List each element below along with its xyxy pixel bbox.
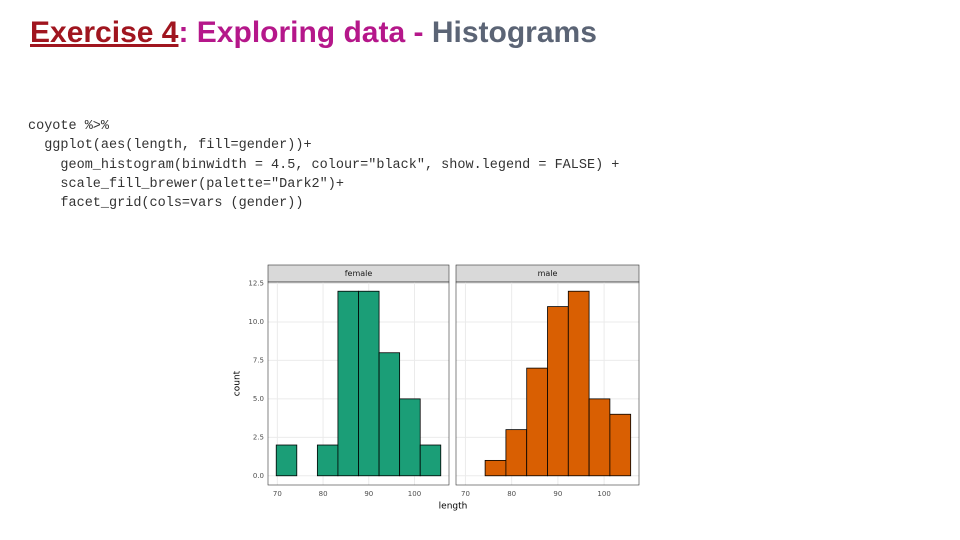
bar xyxy=(484,459,507,477)
y-tick-label: 0.0 xyxy=(253,472,264,480)
x-tick-label: 100 xyxy=(597,490,610,498)
x-tick-label: 90 xyxy=(364,490,373,498)
strip-label: male xyxy=(538,269,558,278)
bar xyxy=(275,444,298,477)
bar xyxy=(337,290,359,477)
x-tick-label: 70 xyxy=(461,490,470,498)
bar xyxy=(609,413,632,477)
bar xyxy=(526,367,548,477)
x-tick-label: 100 xyxy=(408,490,421,498)
bar xyxy=(378,352,401,477)
bar xyxy=(316,444,339,477)
x-tick-label: 80 xyxy=(319,490,328,498)
y-axis-label: count xyxy=(233,370,243,396)
bar xyxy=(399,398,421,477)
title-part: Histograms xyxy=(431,16,597,49)
x-tick-label: 70 xyxy=(273,490,282,498)
code-line: ggplot(aes(length, fill=gender))+ xyxy=(28,138,312,154)
bar xyxy=(505,429,528,477)
code-line: geom_histogram(binwidth = 4.5, colour="b… xyxy=(28,157,620,173)
x-tick-label: 90 xyxy=(553,490,562,498)
slide-title: Exercise 4: Exploring data - Histograms xyxy=(30,16,597,50)
y-tick-label: 2.5 xyxy=(253,433,264,441)
y-tick-label: 12.5 xyxy=(248,280,264,288)
panel-border xyxy=(455,281,640,486)
chart: female 0.0 2.5 5.0 7.5 10.0 12.5 70 80 90 100 male 7… xyxy=(233,264,640,512)
code-block: coyote %>% ggplot(aes(length, fill=gende… xyxy=(28,117,619,213)
y-tick-label: 7.5 xyxy=(253,356,264,364)
bar xyxy=(547,306,569,477)
y-tick-label: 5.0 xyxy=(253,395,264,403)
x-tick-label: 80 xyxy=(507,490,516,498)
code-line: facet_grid(cols=vars (gender)) xyxy=(28,196,304,212)
y-tick-label: 10.0 xyxy=(248,318,264,326)
panel-border xyxy=(267,281,450,486)
code-line: scale_fill_brewer(palette="Dark2")+ xyxy=(28,176,344,192)
title-part: : Exploring data - xyxy=(178,16,432,49)
strip-label: female xyxy=(345,269,373,278)
bar xyxy=(419,444,442,477)
bar xyxy=(567,290,590,477)
code-line: coyote %>% xyxy=(28,119,110,134)
bar xyxy=(588,398,611,477)
x-axis-label: length xyxy=(439,502,468,512)
bar xyxy=(358,290,380,477)
title-part: Exercise 4 xyxy=(30,16,179,49)
